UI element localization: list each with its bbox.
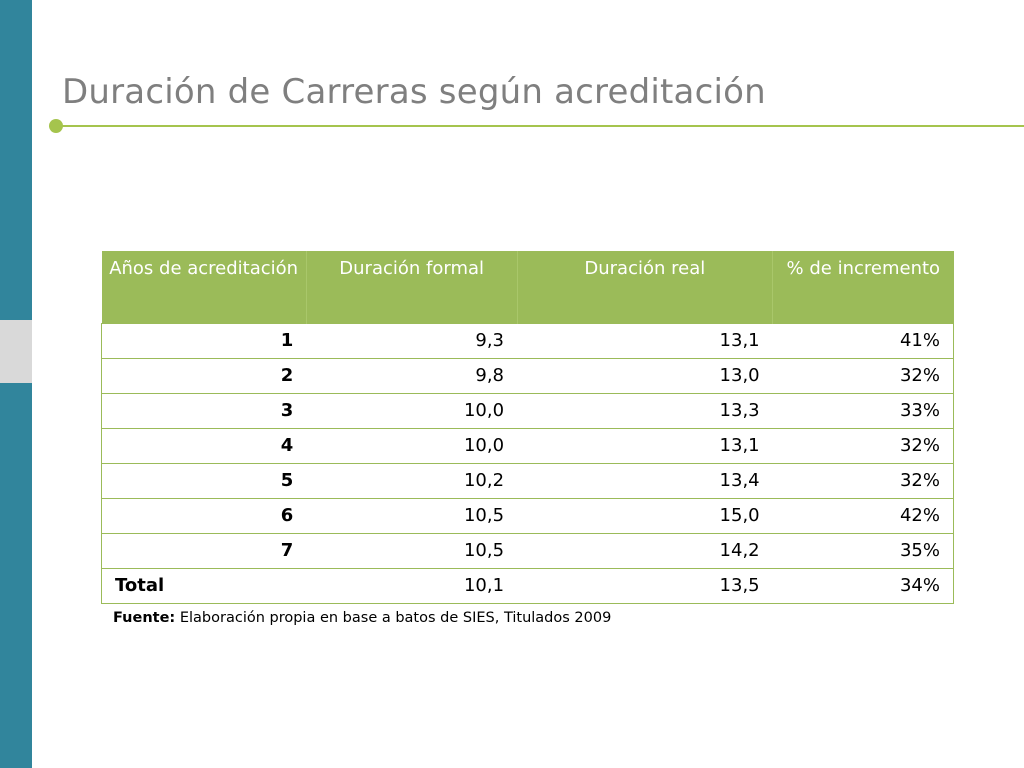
cell-real-duration: 13,0 [517,357,773,393]
table-row: 7 10,5 14,2 35% [101,532,954,568]
accreditation-duration-table: Años de acreditación Duración formal Dur… [101,251,954,604]
cell-total-label: Total [101,567,307,604]
table-header-row: Años de acreditación Duración formal Dur… [101,251,954,323]
cell-increase-percent: 35% [772,532,954,568]
cell-real-duration: 14,2 [517,532,773,568]
slide-title: Duración de Carreras según acreditación [62,72,766,112]
cell-accreditation-years: 4 [101,427,307,463]
title-bullet-dot [49,119,63,133]
header-formal-duration: Duración formal [306,251,518,323]
cell-accreditation-years: 3 [101,392,307,428]
header-increase-percent: % de incremento [772,251,954,323]
cell-increase-percent: 33% [772,392,954,428]
side-bar [0,0,32,768]
cell-formal-duration: 9,3 [306,322,518,358]
cell-formal-duration: 10,5 [306,497,518,533]
cell-formal-duration: 10,0 [306,392,518,428]
cell-formal-duration: 10,1 [306,567,518,604]
cell-real-duration: 13,1 [517,427,773,463]
cell-accreditation-years: 1 [101,322,307,358]
cell-increase-percent: 32% [772,462,954,498]
cell-real-duration: 13,3 [517,392,773,428]
table-row: 2 9,8 13,0 32% [101,357,954,393]
title-underline [56,125,1024,127]
table-row: 6 10,5 15,0 42% [101,497,954,533]
cell-accreditation-years: 2 [101,357,307,393]
cell-increase-percent: 41% [772,322,954,358]
side-bar-accent-block [0,320,32,383]
cell-real-duration: 13,1 [517,322,773,358]
cell-formal-duration: 10,2 [306,462,518,498]
source-note: Fuente: Elaboración propia en base a bat… [113,610,611,626]
cell-formal-duration: 10,5 [306,532,518,568]
header-accreditation-years: Años de acreditación [101,251,307,323]
cell-real-duration: 13,5 [517,567,773,604]
table-row: 5 10,2 13,4 32% [101,462,954,498]
cell-accreditation-years: 5 [101,462,307,498]
source-text: Elaboración propia en base a batos de SI… [175,610,612,626]
cell-real-duration: 13,4 [517,462,773,498]
cell-increase-percent: 32% [772,427,954,463]
cell-accreditation-years: 7 [101,532,307,568]
table-row: 1 9,3 13,1 41% [101,322,954,358]
cell-real-duration: 15,0 [517,497,773,533]
cell-increase-percent: 42% [772,497,954,533]
table-row: 3 10,0 13,3 33% [101,392,954,428]
table-row: 4 10,0 13,1 32% [101,427,954,463]
cell-accreditation-years: 6 [101,497,307,533]
cell-increase-percent: 34% [772,567,954,604]
cell-increase-percent: 32% [772,357,954,393]
cell-formal-duration: 9,8 [306,357,518,393]
cell-formal-duration: 10,0 [306,427,518,463]
header-real-duration: Duración real [517,251,774,323]
source-label: Fuente: [113,610,176,626]
table-total-row: Total 10,1 13,5 34% [101,567,954,604]
